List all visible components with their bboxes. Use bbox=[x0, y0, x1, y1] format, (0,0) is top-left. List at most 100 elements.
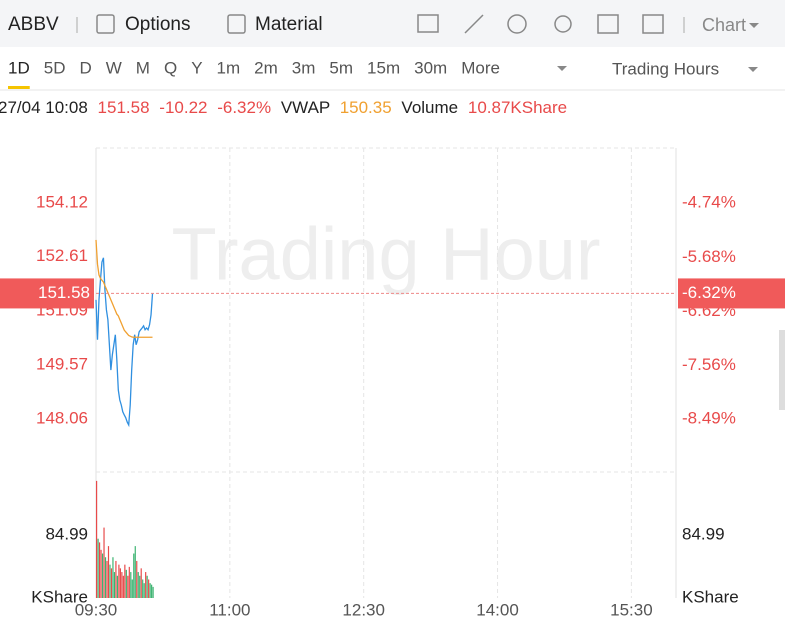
active-underline bbox=[8, 86, 30, 89]
volume-bar bbox=[151, 584, 153, 598]
period-tab[interactable]: W bbox=[106, 58, 122, 77]
volume-bar bbox=[97, 538, 99, 598]
period-tab[interactable]: M bbox=[136, 58, 150, 77]
y-tick-label: 148.06 bbox=[36, 408, 88, 427]
volume-unit: KShare bbox=[682, 587, 739, 606]
fullscreen-icon[interactable] bbox=[597, 14, 619, 34]
x-tick-label: 15:30 bbox=[610, 600, 653, 619]
chart-menu[interactable]: Chart bbox=[702, 15, 746, 35]
period-tab[interactable]: 2m bbox=[254, 58, 278, 77]
volume-bar bbox=[107, 546, 110, 598]
dropdown-arrow bbox=[749, 23, 759, 28]
volume-bar bbox=[152, 586, 154, 598]
dropdown-arrow bbox=[557, 66, 567, 71]
volume-bar bbox=[96, 480, 98, 598]
volume-bar bbox=[124, 564, 126, 598]
x-tick-label: 14:00 bbox=[476, 600, 519, 619]
volume-bar bbox=[140, 568, 142, 598]
refresh-icon[interactable] bbox=[507, 14, 527, 34]
volume-bar bbox=[116, 575, 119, 598]
settings-icon[interactable] bbox=[554, 15, 572, 33]
volume-label: Volume bbox=[401, 98, 458, 117]
x-tick-label: 09:30 bbox=[75, 600, 118, 619]
quote-bar: 27/04 10:08 151.58 -10.22 -6.32% VWAP 15… bbox=[0, 98, 567, 117]
scrollbar[interactable] bbox=[779, 330, 785, 410]
volume-bar bbox=[119, 568, 121, 598]
volume-bar bbox=[104, 557, 107, 598]
period-tab[interactable]: 3m bbox=[292, 58, 316, 77]
layout-icon[interactable] bbox=[642, 14, 664, 34]
price-line bbox=[95, 257, 154, 428]
volume-bar bbox=[146, 575, 148, 598]
volume-tick-label: 84.99 bbox=[682, 524, 725, 543]
volume-bar bbox=[133, 553, 135, 598]
last-price-box bbox=[0, 278, 94, 309]
y2-tick-label: -8.49% bbox=[682, 409, 736, 428]
volume-bar bbox=[118, 564, 120, 598]
volume-bar bbox=[103, 527, 105, 598]
dropdown-arrow bbox=[748, 67, 758, 72]
y-tick-label: 152.61 bbox=[36, 246, 88, 265]
quote-change-pct: -6.32% bbox=[217, 98, 271, 117]
last-price-label: 151.58 bbox=[38, 283, 90, 302]
quote-change: -10.22 bbox=[159, 98, 207, 117]
plot: 09:30 11:00 12:30 14:00 15:30 148.06 149.57 151… bbox=[0, 147, 785, 619]
period-tab[interactable]: Q bbox=[164, 58, 177, 77]
period-tab[interactable]: 30m bbox=[414, 58, 447, 77]
quote-line: 27/04 10:08 151.58 -10.22 -6.32% VWAP 15… bbox=[0, 98, 567, 117]
symbol: ABBV bbox=[8, 14, 59, 35]
volume-unit: KShare bbox=[31, 587, 88, 606]
options-button[interactable]: Options bbox=[125, 14, 190, 35]
volume-bar bbox=[143, 583, 145, 598]
volume-bar bbox=[130, 572, 132, 598]
volume-bar bbox=[127, 575, 129, 598]
period-tab[interactable]: 1m bbox=[217, 58, 241, 77]
options-icon[interactable] bbox=[96, 14, 115, 34]
volume-bar bbox=[148, 579, 150, 598]
y-tick-label: 149.57 bbox=[36, 355, 88, 374]
material-icon[interactable] bbox=[227, 14, 246, 34]
indicator-icon[interactable] bbox=[417, 14, 439, 33]
y2-tick-label: -4.74% bbox=[682, 193, 736, 212]
volume-bar bbox=[137, 572, 139, 598]
volume-bar bbox=[142, 579, 144, 598]
period-tab[interactable]: D bbox=[79, 58, 91, 77]
volume-value: 10.87KShare bbox=[468, 98, 567, 117]
y2-tick-label: -5.68% bbox=[682, 247, 736, 266]
volume-tick-label: 84.99 bbox=[45, 524, 88, 543]
y-tick-label: 154.12 bbox=[36, 192, 88, 211]
volume-bar bbox=[115, 560, 117, 598]
volume-bar bbox=[136, 560, 138, 598]
volume-bar bbox=[149, 583, 151, 598]
quote-price: 151.58 bbox=[98, 98, 150, 117]
material-button[interactable]: Material bbox=[255, 14, 323, 35]
period-tab[interactable]: 1D bbox=[8, 58, 30, 77]
vwap-line bbox=[95, 239, 153, 338]
x-tick-label: 11:00 bbox=[209, 600, 250, 619]
vwap-label: VWAP bbox=[281, 98, 330, 117]
volume-bar bbox=[125, 569, 127, 598]
volume-bar bbox=[113, 572, 116, 598]
volume-bar bbox=[106, 560, 108, 598]
volume-bar bbox=[121, 572, 123, 598]
last-pct-box bbox=[678, 278, 785, 309]
volume-bar bbox=[122, 575, 124, 598]
volume-bar bbox=[128, 566, 130, 598]
volume-bar bbox=[100, 549, 102, 598]
volume-bar bbox=[110, 568, 113, 598]
last-pct-label: -6.32% bbox=[682, 283, 736, 302]
period-tab[interactable]: 5m bbox=[329, 58, 353, 77]
draw-icon[interactable] bbox=[464, 14, 484, 34]
period-tab[interactable]: More bbox=[461, 58, 500, 77]
period-tab[interactable]: 5D bbox=[44, 58, 66, 77]
vwap-value: 150.35 bbox=[340, 98, 392, 117]
volume-bar bbox=[98, 542, 101, 598]
session-select[interactable]: Trading Hours bbox=[612, 59, 719, 78]
volume-bar bbox=[101, 553, 104, 598]
period-tab[interactable]: 15m bbox=[367, 58, 400, 77]
period-tab[interactable]: Y bbox=[191, 58, 202, 77]
watermark: Trading Hour bbox=[171, 213, 600, 296]
volume-bar bbox=[112, 557, 114, 598]
quote-time: 27/04 10:08 bbox=[0, 98, 88, 117]
